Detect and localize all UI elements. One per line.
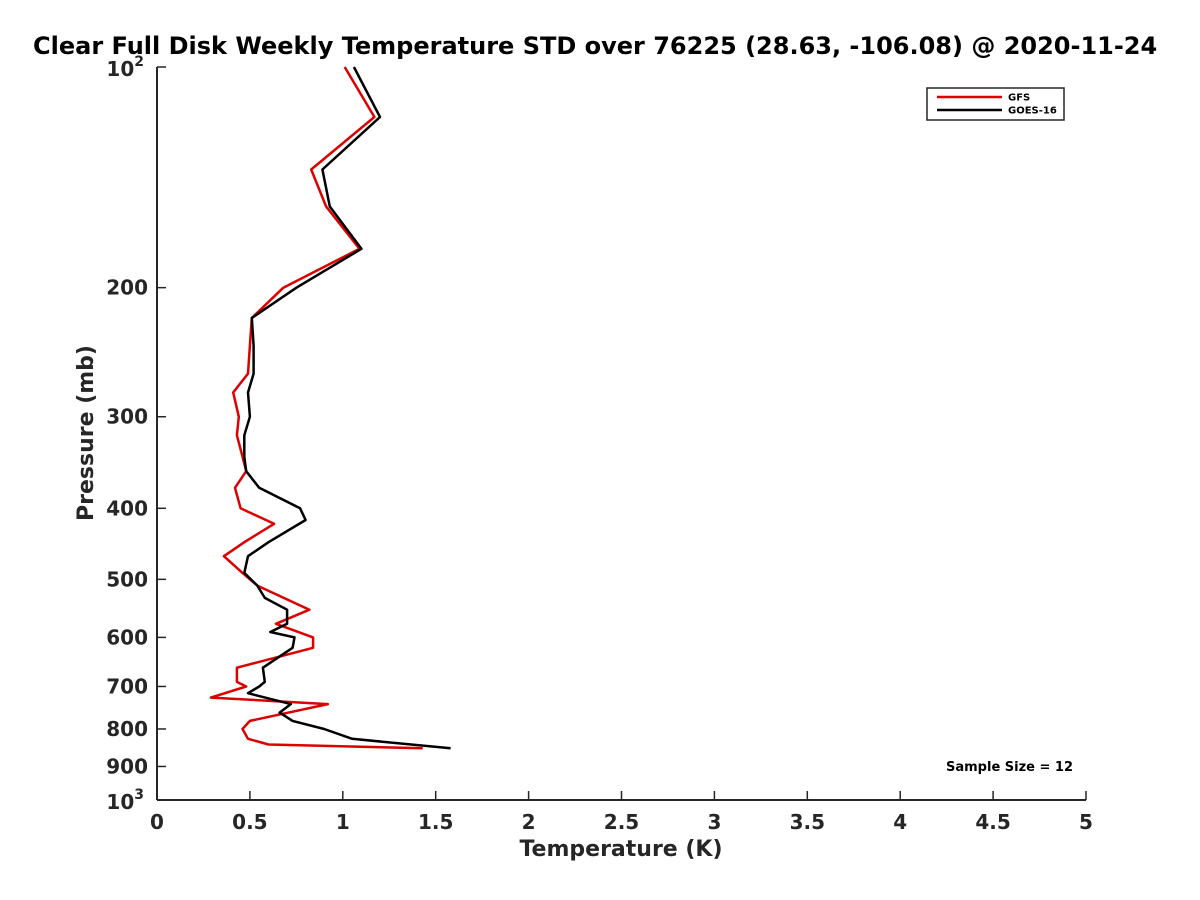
- y-tick-label: 200: [106, 276, 148, 300]
- x-tick-label: 0: [150, 810, 164, 834]
- legend: GFS GOES-16: [926, 87, 1065, 121]
- y-tick-base: 10: [106, 57, 134, 81]
- y-tick-label: 900: [106, 754, 148, 778]
- y-tick-label: 700: [106, 674, 148, 698]
- x-tick-label: 4.5: [975, 810, 1010, 834]
- x-ticks: 0 0.5 1 1.5 2 2.5 3 3.5 4 4.5 5: [150, 791, 1093, 834]
- x-tick-label: 2: [522, 810, 536, 834]
- chart-title: Clear Full Disk Weekly Temperature STD o…: [33, 32, 1157, 60]
- x-tick-label: 1.5: [418, 810, 453, 834]
- x-tick-label: 4: [893, 810, 907, 834]
- series-lines: [209, 66, 451, 750]
- legend-label-gfs: GFS: [1008, 93, 1030, 104]
- y-tick-base: 10: [106, 790, 134, 814]
- y-tick-exponent: 2: [134, 54, 144, 70]
- x-tick-label: 5: [1079, 810, 1093, 834]
- x-tick-label: 3: [707, 810, 721, 834]
- y-tick-label: 500: [106, 567, 148, 591]
- legend-entries: GFS GOES-16: [937, 93, 1057, 117]
- y-axis-label: Pressure (mb): [74, 345, 99, 521]
- x-axis-label: Temperature (K): [519, 837, 722, 862]
- y-tick-exponent: 3: [134, 787, 144, 803]
- y-tick-label: 800: [106, 717, 148, 741]
- y-tick-label: 102: [106, 54, 144, 81]
- x-tick-label: 3.5: [790, 810, 825, 834]
- x-tick-label: 0.5: [232, 810, 267, 834]
- y-tick-label: 400: [106, 496, 148, 520]
- x-tick-label: 1: [336, 810, 350, 834]
- legend-box: [926, 87, 1065, 121]
- y-tick-label: 103: [106, 787, 144, 814]
- x-tick-label: 2.5: [604, 810, 639, 834]
- plot-area: 0 0.5 1 1.5 2 2.5 3 3.5 4 4.5 5 102200300400500600…: [106, 54, 1093, 834]
- sample-size-note: Sample Size = 12: [946, 760, 1073, 775]
- series-line-goes-16: [243, 66, 451, 750]
- y-tick-label: 300: [106, 405, 148, 429]
- y-tick-label: 600: [106, 625, 148, 649]
- legend-label-goes-16: GOES-16: [1008, 106, 1057, 117]
- series-line-gfs: [209, 66, 423, 750]
